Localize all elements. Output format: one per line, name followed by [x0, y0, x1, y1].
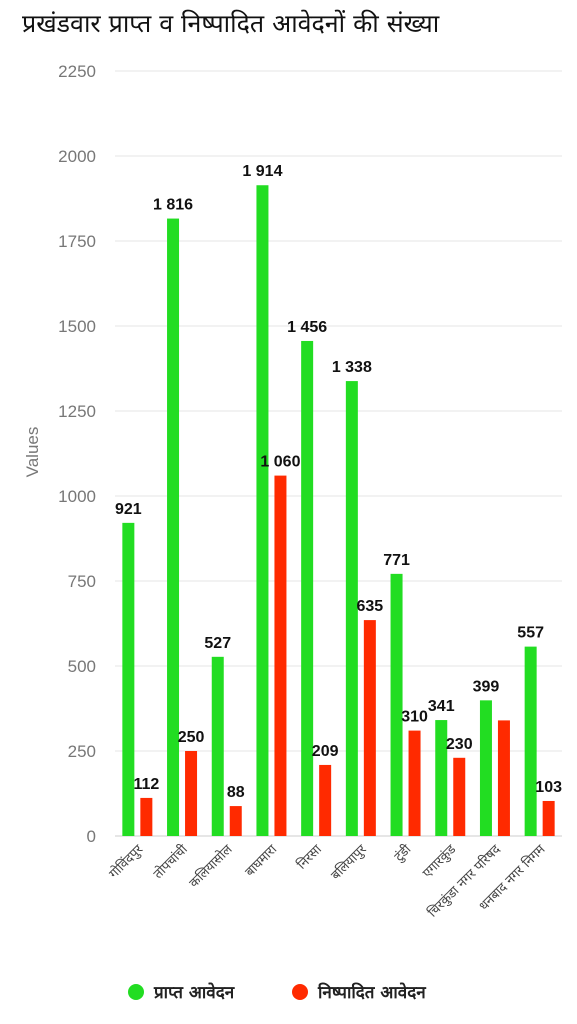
- y-tick-label: 1500: [58, 317, 96, 336]
- data-label: 1 914: [242, 163, 282, 180]
- legend-item-received[interactable]: प्राप्त आवेदन: [128, 980, 234, 1003]
- bar-disposed[interactable]: [363, 620, 376, 836]
- x-tick-label: टुंडी: [391, 841, 415, 865]
- legend-marker-icon: [292, 983, 308, 1000]
- x-tick-label: बलियापुर: [328, 841, 370, 883]
- y-axis-label: Values: [23, 427, 42, 478]
- y-tick-label: 1000: [58, 487, 96, 506]
- data-label: 1 060: [260, 454, 300, 471]
- legend: प्राप्त आवेदन निष्पादित आवेदन: [0, 980, 577, 1014]
- bar-disposed[interactable]: [497, 720, 510, 836]
- data-label: 341: [428, 698, 455, 715]
- bar-received[interactable]: [256, 185, 269, 837]
- data-label: 209: [312, 743, 339, 760]
- chart-title: प्रखंडवार प्राप्त व निष्पादित आवेदनों की…: [22, 9, 440, 38]
- bar-disposed[interactable]: [140, 797, 153, 836]
- legend-label: प्राप्त आवेदन: [154, 983, 235, 1003]
- bar-received[interactable]: [479, 700, 492, 836]
- x-tick-label: कलियासोल: [186, 841, 236, 891]
- bar-disposed[interactable]: [542, 800, 555, 836]
- legend-item-disposed[interactable]: निष्पादित आवेदन: [292, 980, 426, 1003]
- data-label: 399: [473, 678, 500, 695]
- bar-received[interactable]: [167, 218, 180, 836]
- y-tick-label: 750: [68, 572, 96, 591]
- bar-received[interactable]: [211, 656, 224, 836]
- data-labels: 921 112 1 816 250 527 88 1 914 1 060 1 456 209 1 3…: [115, 163, 562, 801]
- bar-received[interactable]: [345, 381, 358, 836]
- data-label: 921: [115, 501, 142, 518]
- bar-chart: 0 250 500 750 1000 1250 1500 1750 2000 2250 921 11…: [23, 62, 562, 921]
- bar-disposed[interactable]: [185, 751, 198, 836]
- bar-disposed[interactable]: [229, 806, 242, 836]
- y-tick-label: 2250: [58, 62, 96, 81]
- y-tick-label: 2000: [58, 147, 96, 166]
- data-label: 250: [178, 729, 205, 746]
- data-label: 1 456: [287, 319, 327, 336]
- bar-received[interactable]: [390, 573, 403, 836]
- x-tick-label: निरसा: [294, 841, 326, 873]
- y-axis-ticks: 0 250 500 750 1000 1250 1500 1750 2000 2250: [58, 62, 96, 846]
- y-tick-label: 500: [68, 657, 96, 676]
- y-tick-label: 1250: [58, 402, 96, 421]
- data-label: 310: [401, 709, 428, 726]
- y-tick-label: 250: [68, 742, 96, 761]
- x-axis-ticks: गोविंदपुर तोपचांचीकलियासोल बाघमारा निरसा बलि…: [106, 841, 549, 921]
- legend-marker-icon: [128, 983, 144, 1000]
- data-label: 1 338: [332, 359, 372, 376]
- data-label: 771: [383, 552, 410, 569]
- bar-received[interactable]: [301, 340, 314, 836]
- grid-lines: [115, 70, 562, 837]
- bar-disposed[interactable]: [319, 764, 332, 836]
- bar-disposed[interactable]: [274, 475, 287, 836]
- data-label: 557: [517, 625, 544, 642]
- data-label: 230: [446, 736, 473, 753]
- data-label: 635: [356, 598, 383, 615]
- data-label: 527: [204, 635, 231, 652]
- bar-disposed[interactable]: [408, 730, 421, 836]
- y-tick-label: 0: [87, 827, 96, 846]
- x-tick-label: गोविंदपुर: [106, 841, 147, 882]
- data-label: 1 816: [153, 197, 193, 214]
- data-label: 88: [227, 784, 245, 801]
- legend-label: निष्पादित आवेदन: [318, 983, 426, 1003]
- bar-received[interactable]: [524, 646, 537, 836]
- x-tick-label: तोपचांची: [150, 841, 191, 882]
- x-tick-label: एगारकुंड: [420, 841, 460, 881]
- data-label: 112: [133, 776, 159, 793]
- bar-received[interactable]: [122, 522, 135, 836]
- bar-received[interactable]: [435, 720, 448, 836]
- bars: [122, 185, 555, 837]
- y-tick-label: 1750: [58, 232, 96, 251]
- x-tick-label: बाघमारा: [243, 842, 281, 880]
- data-label: 103: [535, 779, 562, 796]
- bar-disposed[interactable]: [453, 757, 466, 836]
